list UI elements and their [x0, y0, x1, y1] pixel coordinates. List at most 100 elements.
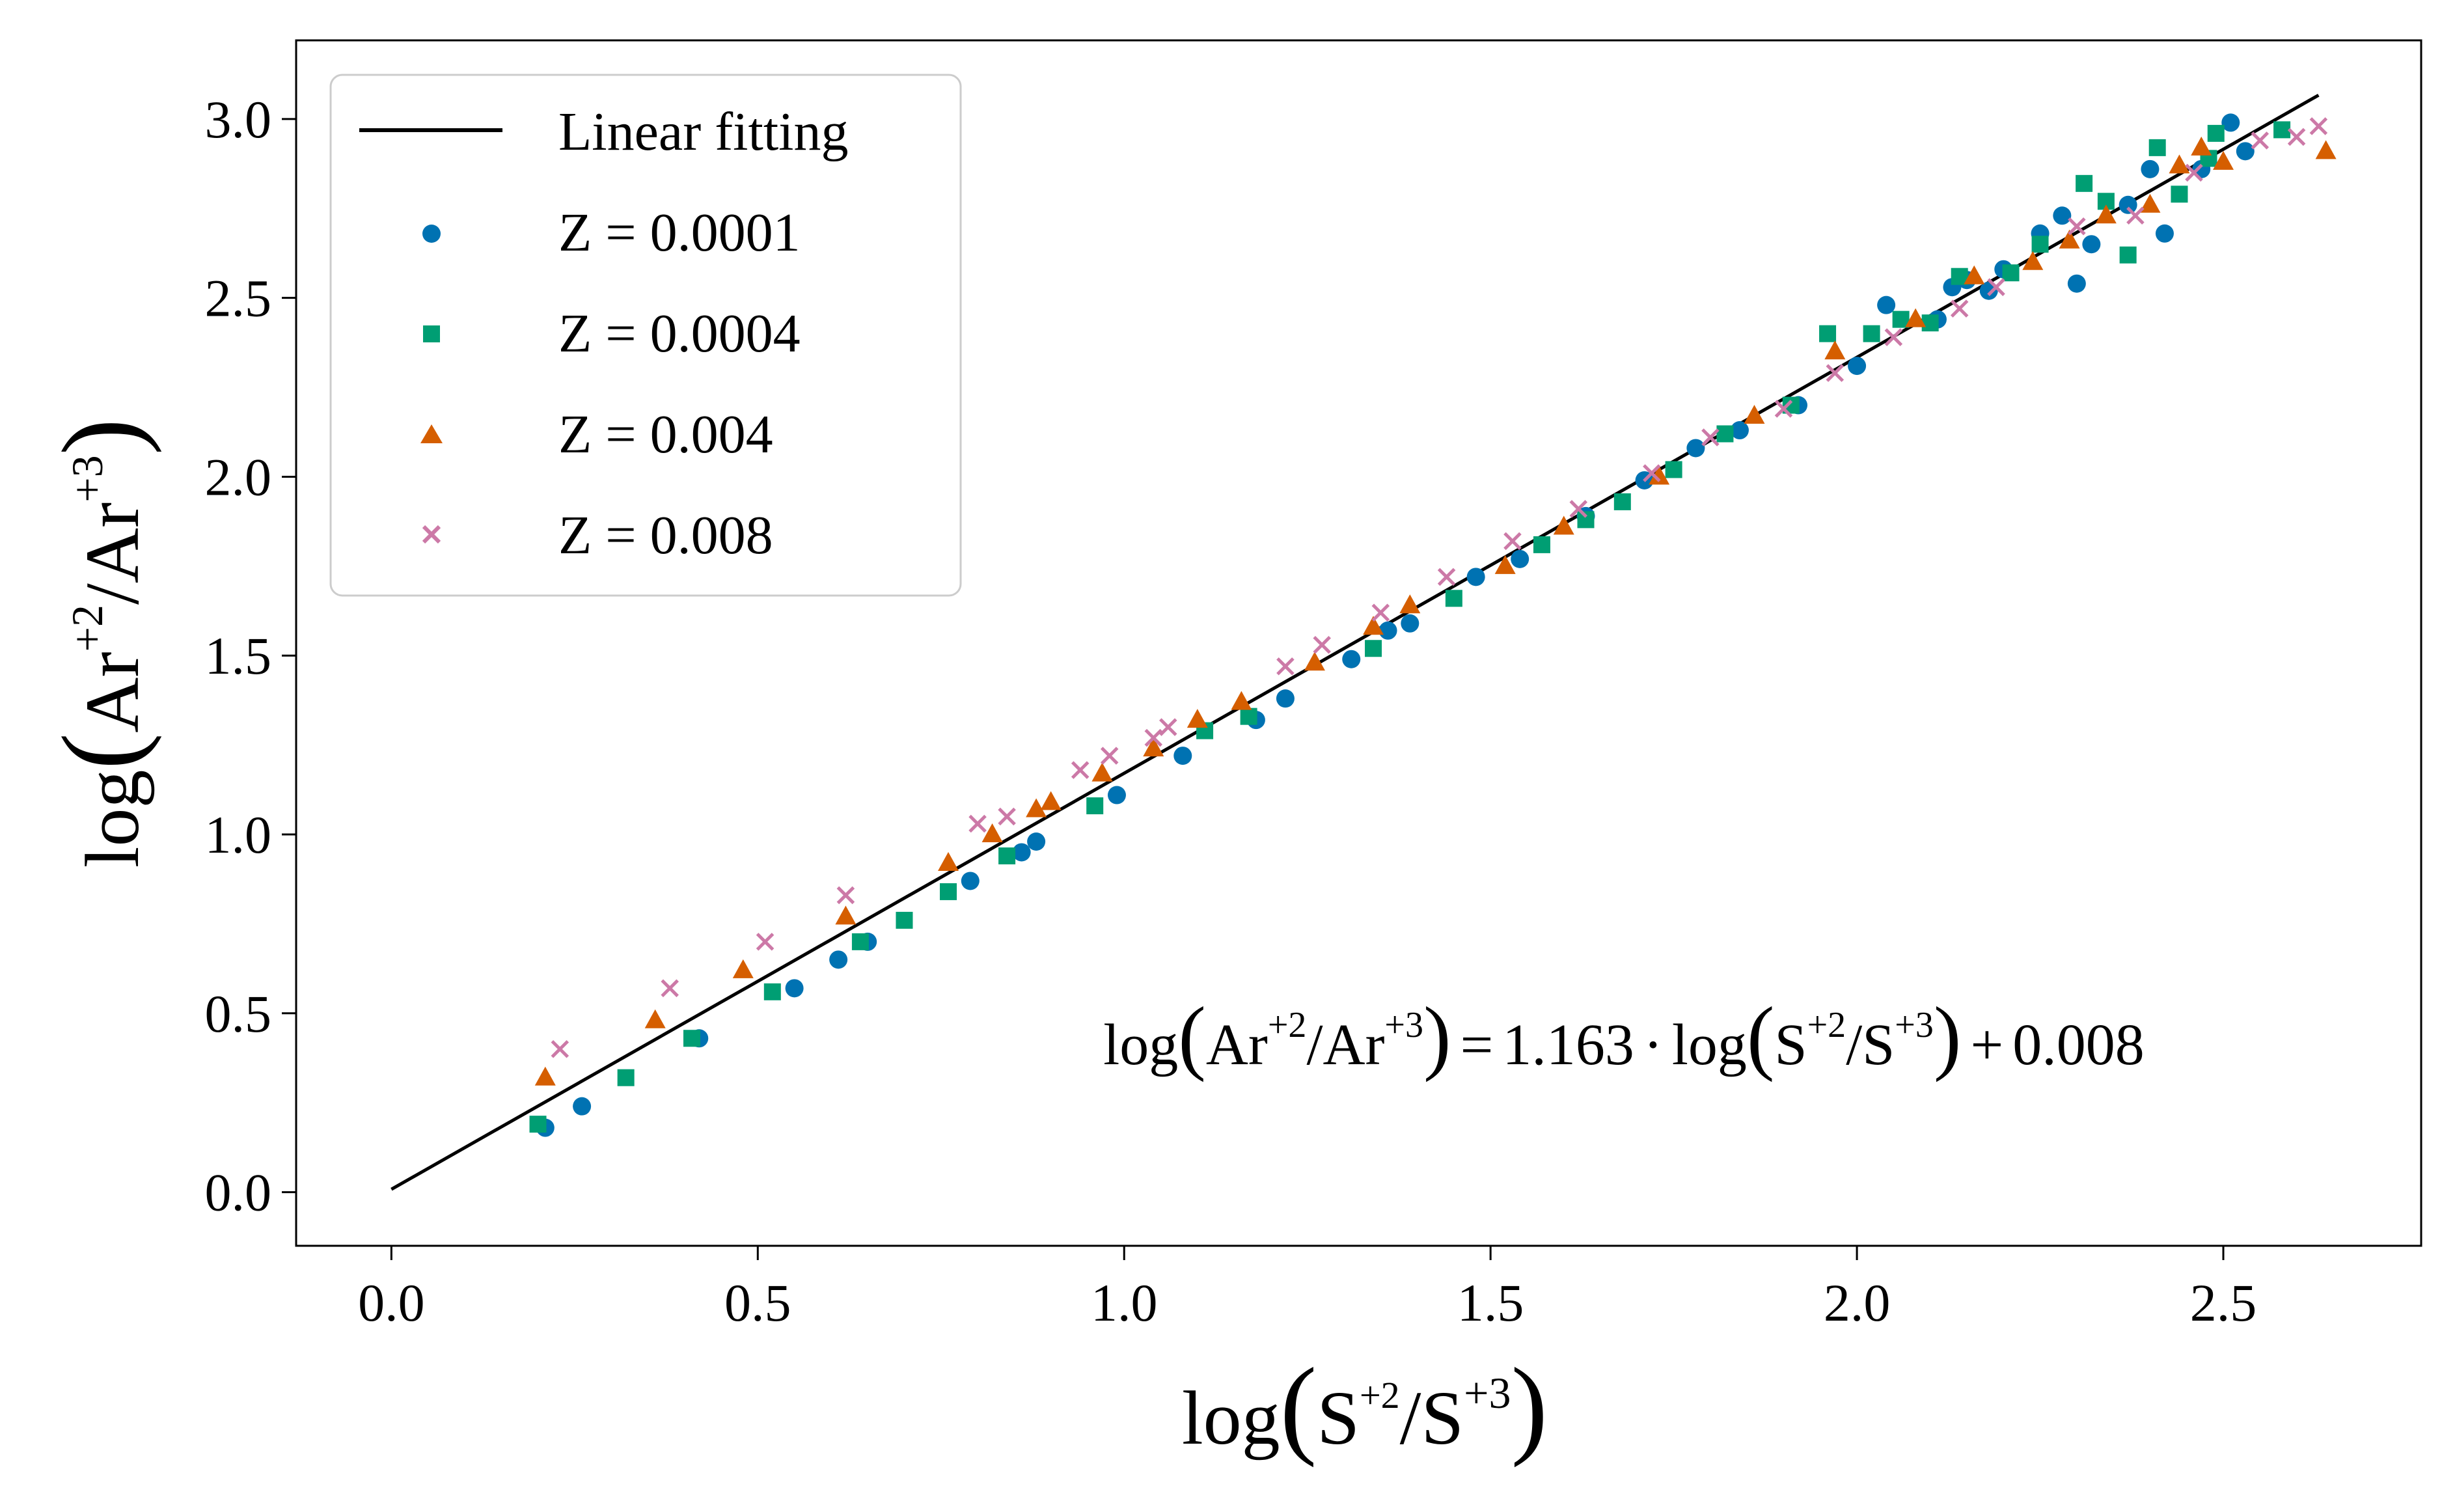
data-point: [2059, 229, 2080, 249]
x-axis-title: log(S+2/S+3): [1182, 1345, 1548, 1468]
data-point: [940, 883, 957, 900]
x-axis-title-prefix: log: [1182, 1375, 1280, 1461]
data-point: [529, 1116, 547, 1133]
eq-lhs-num-sup: +2: [1268, 1005, 1307, 1045]
data-point: [981, 823, 1003, 843]
data-point: [551, 1039, 569, 1058]
data-point: [1553, 515, 1574, 535]
data-point: [683, 1030, 700, 1047]
x-axis-title-den-sup: +3: [1464, 1368, 1511, 1418]
fit-line-layer: [391, 94, 2320, 1191]
y-tick-label: 0.5: [205, 984, 272, 1043]
data-point: [1173, 747, 1192, 765]
eq-rhs-sep: /: [1846, 1013, 1862, 1077]
data-point: [2031, 236, 2049, 253]
data-point: [938, 851, 959, 871]
eq-rhs-den-sup: +3: [1895, 1005, 1934, 1045]
eq-intercept: 0.008: [2012, 1013, 2145, 1077]
legend-swatch-z0004: [423, 325, 440, 342]
data-point: [1884, 328, 1903, 346]
data-point: [1276, 657, 1295, 676]
data-point: [2082, 235, 2101, 254]
data-points-layer: [529, 113, 2337, 1137]
data-point: [1445, 590, 1462, 607]
x-tick-label: 0.5: [724, 1273, 791, 1332]
series-3: [551, 117, 2328, 1058]
data-point: [998, 807, 1016, 826]
data-point: [1686, 439, 1705, 458]
data-point: [1401, 614, 1420, 633]
x-axis-ticks: 0.0 0.5 1.0 1.5 2.0 2.5: [358, 1246, 2256, 1332]
x-tick-label: 1.0: [1091, 1273, 1158, 1332]
y-axis-title-num-sup: +2: [62, 605, 112, 652]
data-point: [851, 933, 869, 950]
data-point: [1040, 791, 1062, 810]
y-tick-label: 2.0: [205, 447, 272, 506]
y-axis-title-den-sup: +3: [62, 455, 112, 502]
data-point: [1437, 568, 1456, 586]
legend-swatch-z008: [422, 525, 441, 544]
data-point: [2315, 140, 2337, 159]
data-point: [1304, 652, 1325, 671]
data-point: [1399, 594, 1421, 614]
data-point: [2148, 139, 2166, 156]
data-point: [1964, 265, 1985, 284]
legend-label-z004: Z = 0.004: [558, 404, 773, 465]
x-tick-label: 2.0: [1824, 1273, 1891, 1332]
data-point: [2191, 136, 2212, 156]
data-point: [1107, 786, 1126, 804]
data-point: [1365, 640, 1382, 657]
data-point: [2169, 154, 2190, 174]
data-point: [1159, 718, 1177, 736]
data-point: [1144, 728, 1163, 747]
data-point: [534, 1066, 556, 1086]
x-axis-title-num: S: [1317, 1375, 1360, 1461]
data-point: [1877, 296, 1896, 314]
data-point: [1231, 691, 1252, 710]
y-axis-title-num: Ar: [70, 652, 155, 733]
x-tick-label: 0.0: [358, 1273, 425, 1332]
x-axis-title-sep: /: [1400, 1375, 1421, 1461]
data-point: [2126, 206, 2145, 225]
data-point: [1186, 709, 1208, 728]
data-point: [1826, 364, 1845, 382]
data-point: [1848, 357, 1867, 376]
data-point: [1086, 797, 1104, 815]
legend: Linear fitting Z = 0.0001 Z = 0.0004 Z =…: [329, 74, 962, 597]
data-point: [661, 979, 679, 998]
data-point: [2141, 159, 2160, 178]
data-point: [1613, 493, 1631, 510]
eq-lhs-num: Ar: [1206, 1013, 1268, 1077]
eq-plus: +: [1970, 1013, 2003, 1077]
y-axis-title-sep: /: [70, 583, 155, 605]
data-point: [835, 905, 857, 925]
data-point: [2207, 124, 2225, 142]
data-point: [1905, 308, 1927, 327]
x-tick-label: 2.5: [2190, 1273, 2257, 1332]
data-point: [1863, 325, 1880, 342]
data-point: [756, 933, 775, 951]
data-point: [1716, 425, 1734, 443]
data-point: [1342, 650, 1361, 668]
data-point: [2002, 264, 2020, 282]
eq-dot: ·: [1643, 1013, 1663, 1077]
data-point: [998, 847, 1016, 864]
data-point: [2273, 121, 2291, 139]
data-point: [1730, 421, 1749, 440]
eq-lhs-sep: /: [1306, 1013, 1323, 1077]
eq-lhs-prefix: log: [1103, 1013, 1178, 1077]
plot-frame: [295, 39, 2422, 1247]
y-tick-label: 2.5: [205, 269, 272, 328]
data-point: [829, 950, 848, 969]
data-point: [1511, 549, 1529, 568]
data-point: [1577, 511, 1595, 529]
x-tick-label: 1.5: [1457, 1273, 1524, 1332]
data-point: [1466, 568, 1485, 586]
data-point: [2171, 186, 2188, 203]
y-axis-title-den: Ar: [70, 502, 155, 584]
data-point: [1950, 299, 1969, 318]
data-point: [1240, 708, 1257, 725]
data-point: [1744, 405, 1765, 424]
data-point: [1665, 461, 1682, 478]
data-point: [2068, 217, 2086, 236]
